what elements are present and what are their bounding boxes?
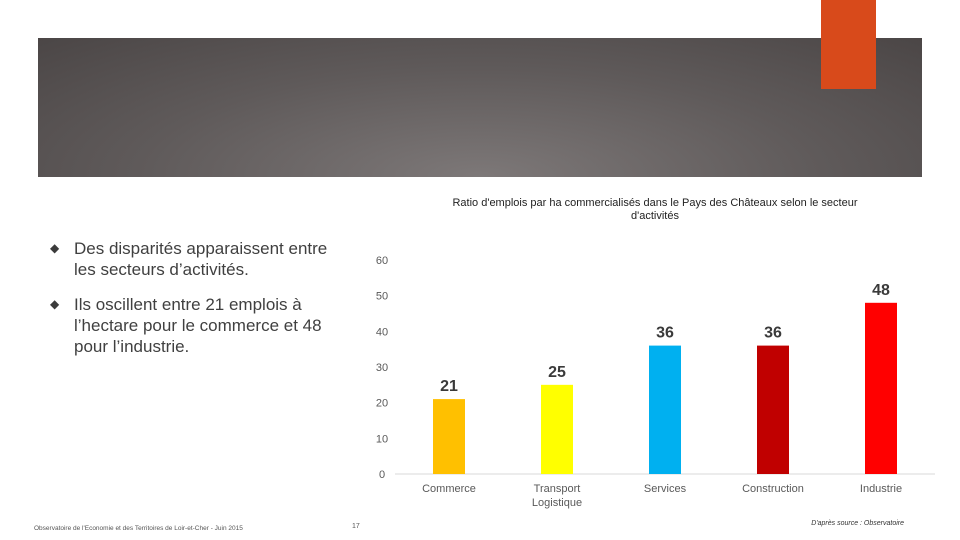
x-tick-label: Transport Logistique [532,483,582,509]
y-tick-label: 20 [376,398,388,410]
y-tick-label: 30 [376,362,388,374]
bullet-list: ◆ Des disparités apparaissent entre les … [50,238,350,371]
y-tick-label: 60 [376,255,388,267]
x-tick-label: Commerce [422,483,476,495]
accent-block [821,0,876,89]
bar-industrie [865,302,897,474]
y-tick-label: 0 [379,469,385,481]
data-label: 36 [656,325,674,342]
footer-source-note: D'après source : Observatoire [811,520,904,527]
data-label: 36 [764,325,782,342]
header-band [38,38,922,177]
bar-construction [757,345,789,474]
diamond-icon: ◆ [50,297,60,311]
data-label: 25 [548,364,566,381]
y-tick-label: 50 [376,291,388,303]
bullet-item: ◆ Des disparités apparaissent entre les … [50,238,350,280]
page-number: 17 [352,523,360,530]
x-tick-label: Construction [742,483,804,495]
y-tick-label: 10 [376,433,388,445]
bar-commerce [433,399,465,474]
bar-services [649,345,681,474]
bar-chart: 0 10 20 30 40 50 60 21 Commerce 25 Transport Logist… [376,255,935,509]
chart-title: Ratio d'emplois par ha commercialisés da… [452,197,858,222]
bar-transport-logistique [541,384,573,474]
x-tick-label: Industrie [860,483,902,495]
x-tick-label: Services [644,483,687,495]
bullet-text: Des disparités apparaissent entre les se… [74,239,328,279]
data-label: 48 [872,282,890,299]
y-tick-label: 40 [376,326,388,338]
bullet-item: ◆ Ils oscillent entre 21 emplois à l’hec… [50,294,350,357]
bullet-text: Ils oscillent entre 21 emplois à l’hecta… [74,295,322,356]
diamond-icon: ◆ [50,241,60,255]
footer-source-org: Observatoire de l'Economie et des Territ… [34,525,243,532]
data-label: 21 [440,378,458,395]
